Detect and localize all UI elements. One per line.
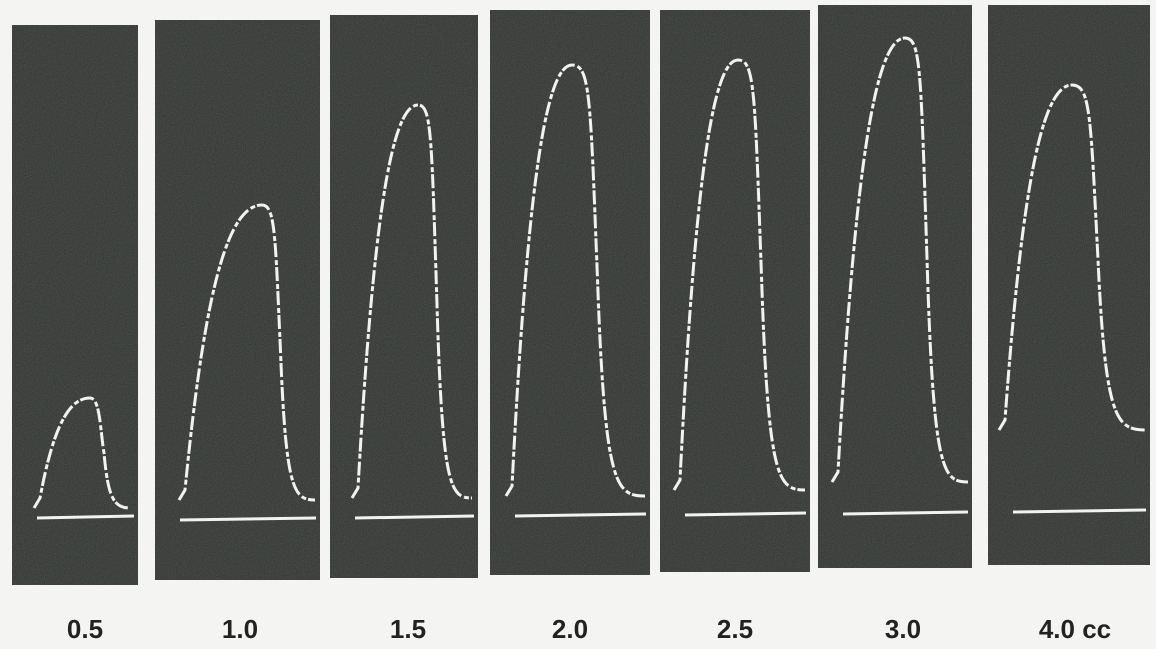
panel-label: 1.5 [390, 614, 426, 644]
panel-label: 4.0 cc [1039, 614, 1111, 644]
pressure-trace [177, 203, 316, 502]
baseline [514, 512, 647, 518]
panel-label: 2.0 [552, 614, 588, 644]
pressure-trace [504, 63, 646, 498]
baseline [354, 514, 475, 520]
panel-label: 2.5 [717, 614, 753, 644]
pressure-trace [672, 58, 806, 492]
pressure-trace [830, 36, 969, 484]
panel-label: 0.5 [67, 614, 103, 644]
scope-panel [988, 5, 1150, 565]
panel-label: 1.0 [222, 614, 258, 644]
scope-panel [818, 5, 972, 568]
pressure-trace [997, 83, 1147, 432]
pressure-trace [32, 396, 131, 510]
pressure-trace [350, 103, 473, 500]
panel-grain [12, 25, 138, 585]
scope-panel [12, 25, 138, 585]
scope-panel [660, 10, 810, 572]
baseline [842, 510, 969, 516]
baseline [684, 511, 807, 517]
scope-panel [330, 15, 478, 578]
panel-grain [818, 5, 972, 568]
panel-grain [490, 10, 650, 575]
panel-grain [660, 10, 810, 572]
baseline [36, 514, 135, 520]
panel-grain [988, 5, 1150, 565]
scope-panel [490, 10, 650, 575]
panel-grain [155, 20, 320, 580]
scope-panel [155, 20, 320, 580]
baseline [179, 516, 317, 522]
panel-grain [330, 15, 478, 578]
panel-label: 3.0 [885, 614, 921, 644]
baseline [1012, 508, 1147, 514]
